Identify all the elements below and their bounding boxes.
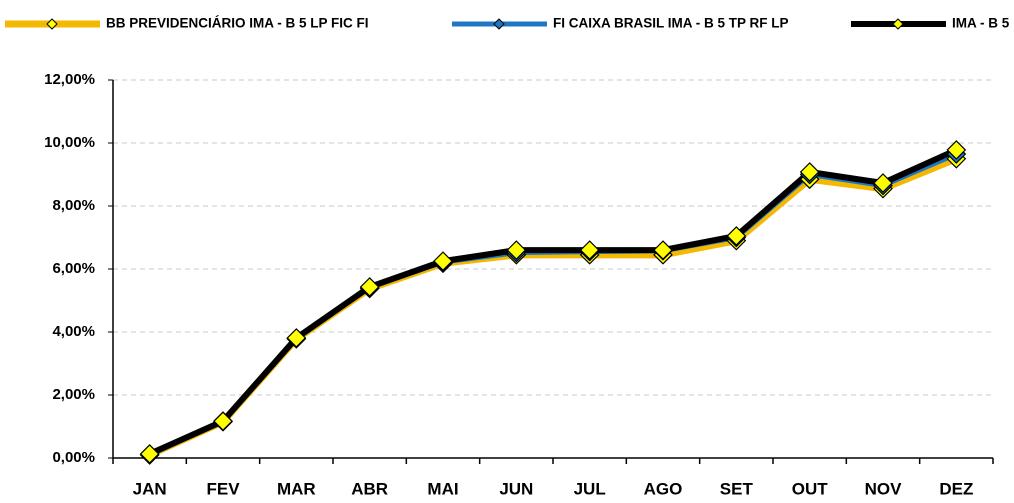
x-tick-label: MAI [427,479,458,498]
series-line [148,155,958,459]
x-tick-label: JUL [574,479,606,498]
x-tick-label: FEV [206,479,240,498]
legend-label: FI CAIXA BRASIL IMA - B 5 TP RF LP [553,16,789,31]
x-tick-label: JUN [499,479,533,498]
x-tick-label: OUT [792,479,829,498]
y-tick-label: 12,00% [44,71,95,88]
x-tick-label: DEZ [939,479,973,498]
marker [946,140,967,160]
y-tick-label: 6,00% [52,260,95,277]
marker [359,277,380,297]
marker [139,444,160,464]
y-tick-label: 0,00% [52,449,95,466]
series-line [148,151,958,458]
x-tick-label: MAR [277,479,316,498]
y-tick-label: 2,00% [52,386,95,403]
legend-marker [493,18,505,30]
marker [506,240,527,260]
marker [433,251,453,271]
marker [579,240,600,260]
legend-label: BB PREVIDENCIÁRIO IMA - B 5 LP FIC FI [106,16,369,31]
legend-marker [46,18,58,30]
x-tick-label: ABR [351,479,388,498]
y-tick-label: 10,00% [44,134,95,151]
x-tick-label: SET [720,479,754,498]
y-tick-label: 8,00% [52,197,95,214]
marker [726,226,747,246]
marker [873,173,893,193]
marker [213,411,233,431]
legend-label: IMA - B 5 [952,16,1010,31]
marker [286,328,307,348]
marker [799,162,820,182]
marker [653,240,673,260]
x-tick-label: JAN [133,479,167,498]
series-line [148,147,958,457]
y-tick-label: 4,00% [52,323,95,340]
x-tick-label: NOV [865,479,903,498]
x-tick-label: AGO [644,479,683,498]
legend-marker [892,18,904,30]
